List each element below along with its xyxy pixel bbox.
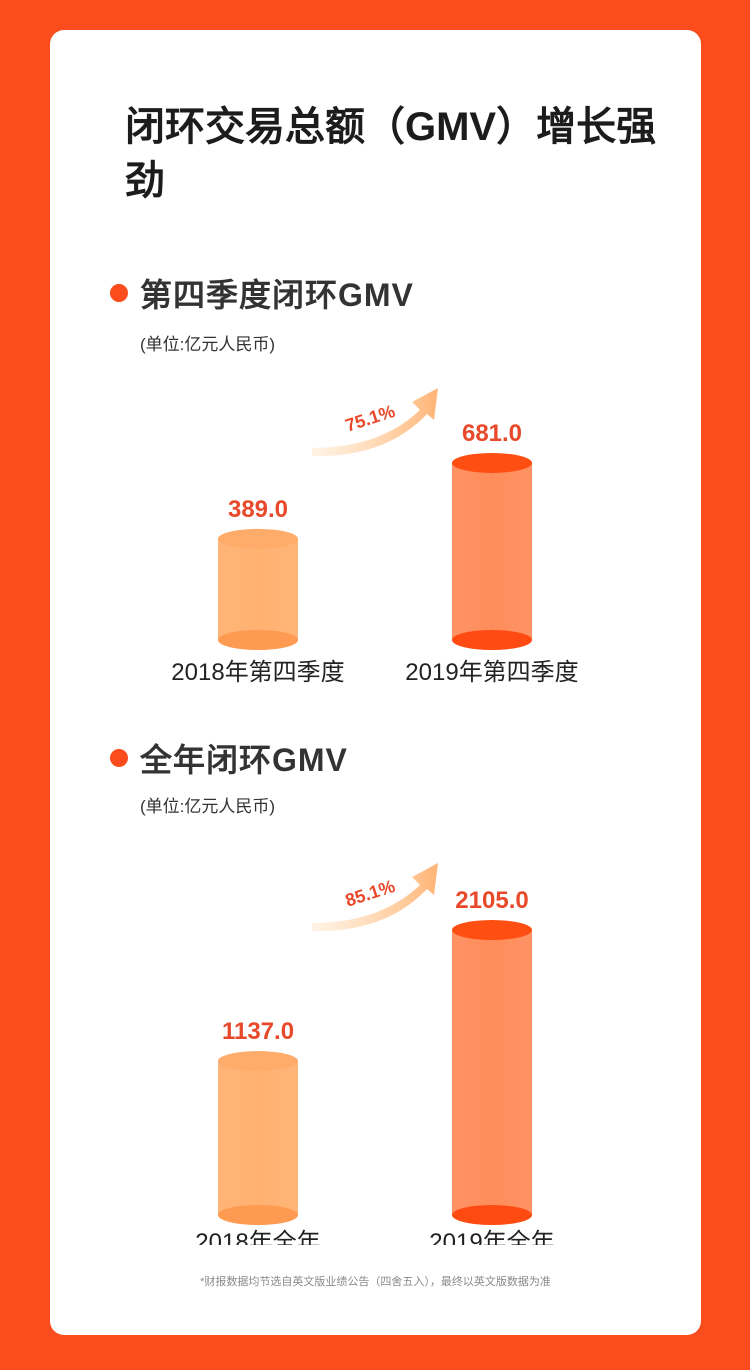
category-label: 2018年第四季度 [171,659,344,686]
chart-year: 1137.0 2018年全年 2105.0 2019年全年 85.1% [50,825,701,1245]
bar-2019 [452,452,532,650]
bar-top [218,528,298,549]
section-q4-title: 第四季度闭环GMV [140,277,414,313]
bar-body [452,930,532,1215]
growth-arrow-icon [312,388,438,457]
value-label: 1137.0 [222,1018,294,1045]
bar-top [452,920,532,940]
growth-label: 85.1% [343,876,398,911]
section-year-unit: (单位:亿元人民币) [140,797,276,816]
section-year-header: 全年闭环GMV [110,735,348,781]
category-label: 2018年全年 [195,1229,320,1245]
bar-body [218,538,298,640]
section-q4-header: 第四季度闭环GMV [110,270,414,316]
bar-2019 [452,920,532,1225]
bar-top [218,1051,298,1072]
bar-bottom [452,1205,532,1225]
footnote: *财报数据均节选自英文版业绩公告（四舍五入），最终以英文版数据为准 [200,1276,551,1288]
section-year-title: 全年闭环GMV [140,742,348,778]
value-label: 389.0 [228,496,288,523]
bar-2018 [218,528,298,650]
category-label: 2019年全年 [429,1229,554,1245]
bar-top [452,452,532,473]
content-card: 闭环交易总额（GMV）增长强劲 第四季度闭环GMV (单位:亿元人民币) 389… [50,30,701,1335]
value-label: 2105.0 [455,887,528,914]
page-title: 闭环交易总额（GMV）增长强劲 [125,105,657,203]
bar-2018 [218,1051,298,1225]
growth-arrow-icon [312,863,438,932]
bullet-dot-icon [110,749,128,767]
bar-body [452,462,532,640]
bullet-dot-icon [110,284,128,302]
growth-label: 75.1% [343,401,398,436]
chart-q4: 389.0 2018年第四季度 681.0 2019年第四季度 75.1% [50,360,701,690]
value-label: 681.0 [462,420,522,447]
section-q4-unit: (单位:亿元人民币) [140,335,276,354]
bar-bottom [452,630,532,650]
category-label: 2019年第四季度 [405,659,578,686]
bar-bottom [218,1205,298,1225]
bar-bottom [218,630,298,650]
bar-body [218,1061,298,1215]
